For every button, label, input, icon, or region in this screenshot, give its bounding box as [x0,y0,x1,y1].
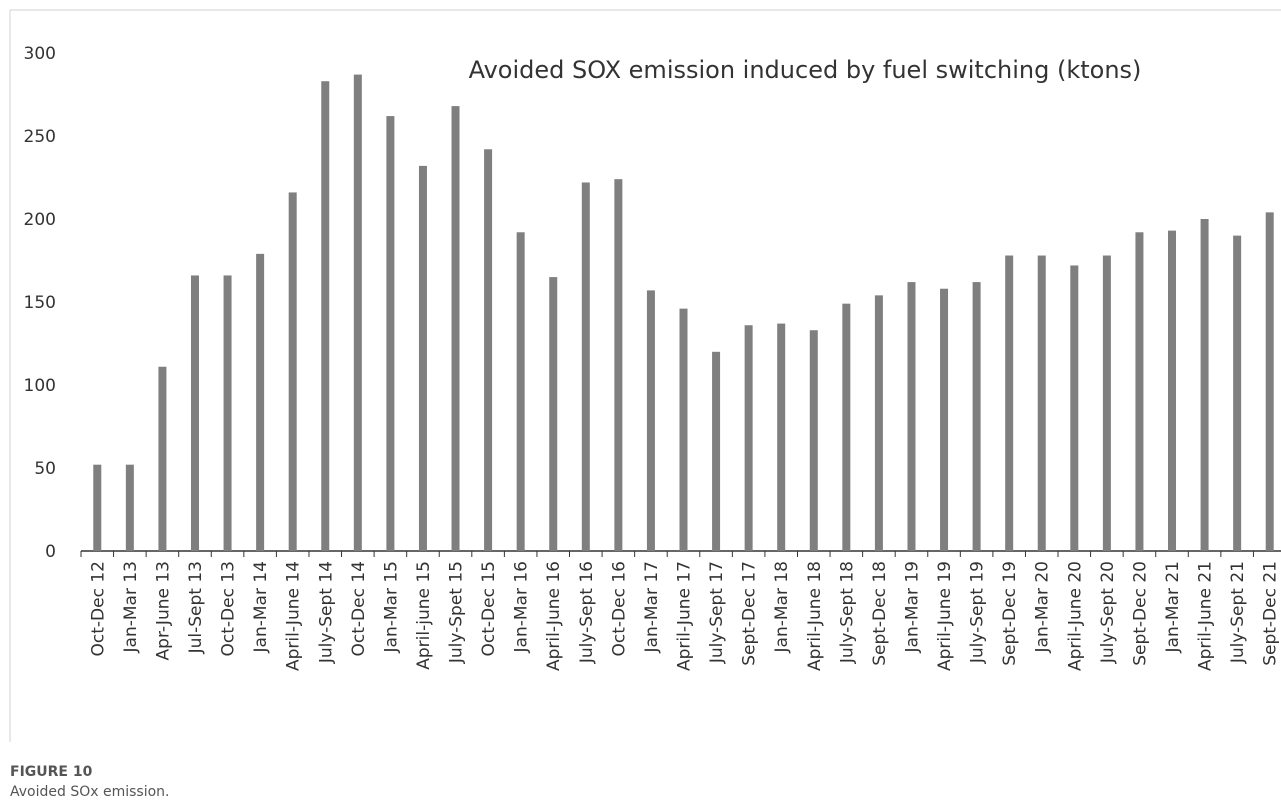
bar [451,106,460,552]
x-tick-label: Jul-Sept 13 [186,561,206,654]
x-tick-label: July-Sept 16 [577,561,597,664]
x-tick-label: April-June 18 [805,561,825,671]
x-tick-label: July-Sept 17 [707,561,727,664]
bar [190,275,199,551]
x-tick-label: July-Sept 19 [968,561,988,664]
x-tick-label: Apr-June 13 [153,561,173,660]
bar [353,74,362,551]
x-tick-label: Sept-Dec 20 [1130,561,1150,666]
bar [1200,219,1209,551]
x-tick-label: Sept-Dec 21 [1261,561,1281,666]
bar [321,81,330,551]
x-tick-label: Sept-Dec 17 [740,561,760,666]
bar [1135,232,1144,551]
bar [484,149,493,551]
x-tick-label: July-Sept 20 [1098,561,1118,664]
x-tick-label: Jan-Mar 13 [121,561,141,653]
bar [712,351,721,551]
x-tick-label: July-Sept 18 [837,561,857,664]
x-tick-label: Oct-Dec 15 [479,561,499,656]
x-tick-label: Sept-Dec 19 [1000,561,1020,666]
x-tick-label: July-Spet 15 [447,561,467,664]
bar [842,303,851,551]
x-tick-label: Jan-Mar 20 [1033,561,1053,653]
x-tick-label: April-june 15 [414,561,434,670]
x-tick-label: April-June 17 [675,561,695,671]
bar [777,323,786,551]
x-tick-label: Oct-Dec 13 [219,561,239,656]
bar [581,182,590,552]
bar [288,192,297,551]
x-tick-label: Oct-Dec 16 [609,561,629,656]
x-tick-label: Jan-Mar 15 [381,561,401,653]
bar [256,253,265,552]
x-tick-label: April-June 21 [1196,561,1216,671]
x-tick-label: Sept-Dec 18 [870,561,890,666]
x-tick-label: April-June 16 [544,561,564,671]
bar [516,232,525,551]
bar [972,282,981,551]
bar [125,464,134,551]
x-tick-label: Jan-Mar 14 [251,561,271,653]
x-tick-label: Jan-Mar 16 [512,561,532,653]
x-tick-label: Jan-Mar 21 [1163,561,1183,653]
bar [1070,265,1079,551]
y-tick-label: 0 [45,542,56,562]
x-tick-label: April-June 20 [1065,561,1085,671]
x-tick-label: Jan-Mar 18 [772,561,792,653]
bar [158,366,167,551]
bar [940,288,949,551]
caption: Avoided SOx emission. [10,784,169,800]
figure-label: FIGURE 10 [10,764,93,780]
x-tick-label: Jan-Mar 17 [642,561,662,653]
x-tick-label: April-June 14 [284,561,304,671]
y-tick-label: 100 [24,376,56,396]
y-tick-label: 150 [24,293,56,313]
x-tick-label: Oct-Dec 14 [349,561,369,656]
y-tick-label: 200 [24,210,56,230]
bar [874,295,883,551]
bar [907,282,916,551]
x-tick-label: Oct-Dec 12 [88,561,108,656]
bar [1102,255,1111,551]
bar [614,179,623,551]
bar [418,165,427,551]
bar [646,290,655,551]
bar [1005,255,1014,551]
bar [223,275,232,551]
x-tick-label: Jan-Mar 19 [902,561,922,653]
bar [744,325,753,551]
x-tick-label: July-Sept 21 [1228,561,1248,664]
y-tick-label: 300 [24,44,56,64]
bar [1037,255,1046,551]
bar [809,330,818,551]
bar [93,464,102,551]
bar [679,308,688,551]
bar [1168,230,1177,551]
bar [1233,235,1242,551]
x-tick-label: July-Sept 14 [316,561,336,664]
chart-title: Avoided SOX emission induced by fuel swi… [469,56,1142,84]
bar [549,277,558,551]
y-tick-label: 250 [24,127,56,147]
bar [386,116,395,551]
y-tick-label: 50 [34,459,56,479]
bar [1265,212,1274,552]
x-tick-label: April-June 19 [935,561,955,671]
